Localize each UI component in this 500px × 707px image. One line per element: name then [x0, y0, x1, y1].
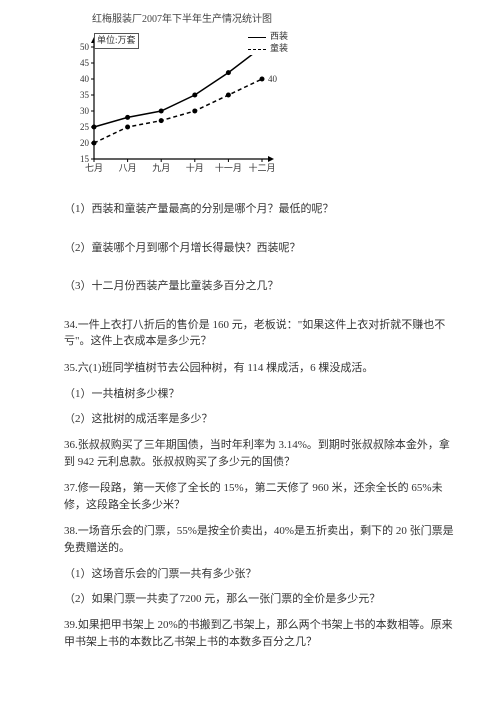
chart-question-1: （1）西装和童装产量最高的分别是哪个月？最低的呢？: [64, 201, 460, 218]
problem-35-sub1: （1）一共植树多少棵？: [64, 386, 460, 403]
svg-text:十一月: 十一月: [215, 162, 242, 173]
svg-text:20: 20: [80, 138, 90, 148]
problem-35-sub2: （2）这批树的成活率是多少？: [64, 411, 460, 428]
svg-text:25: 25: [80, 122, 90, 132]
svg-text:八月: 八月: [119, 163, 137, 173]
svg-text:十月: 十月: [186, 162, 204, 173]
svg-text:50: 50: [80, 42, 90, 52]
problem-37: 37.修一段路，第一天修了全长的 15%，第二天修了 960 米，还余全长的 6…: [64, 480, 460, 513]
legend-label-dashed: 童装: [270, 42, 288, 56]
legend-line-solid-icon: [248, 37, 266, 38]
legend-line-dashed-icon: [248, 49, 266, 50]
legend-row-dashed: 童装: [248, 43, 288, 55]
problem-36: 36.张叔叔购买了三年期国债，当时年利率为 3.14%。到期时张叔叔除本金外，拿…: [64, 437, 460, 470]
svg-text:九月: 九月: [152, 163, 170, 173]
unit-label: 单位:万套: [94, 33, 139, 49]
legend-row-solid: 西装: [248, 31, 288, 43]
svg-text:35: 35: [80, 90, 90, 100]
chart-question-2: （2）童装哪个月到哪个月增长得最快？西装呢？: [64, 240, 460, 257]
problem-38: 38.一场音乐会的门票，55%是按全价卖出，40%是五折卖出，剩下的 20 张门…: [64, 523, 460, 556]
problem-39: 39.如果把甲书架上 20%的书搬到乙书架上，那么两个书架上书的本数相等。原来甲…: [64, 617, 460, 650]
problem-34: 34.一件上衣打八折后的售价是 160 元，老板说："如果这件上衣对折就不赚也不…: [64, 317, 460, 350]
svg-text:40: 40: [268, 74, 278, 84]
chart-question-3: （3）十二月份西装产量比童装多百分之几？: [64, 278, 460, 295]
svg-text:45: 45: [80, 58, 90, 68]
chart-legend: 西装 童装: [248, 31, 288, 55]
chart-box: 单位:万套 西装 童装 1520253035404550七月八月九月十月十一月十…: [72, 29, 292, 179]
svg-text:七月: 七月: [85, 163, 103, 173]
problem-38-sub2: （2）如果门票一共卖了7200 元，那么一张门票的全价是多少元？: [64, 591, 460, 608]
problem-35: 35.六(1)班同学植树节去公园种树，有 114 棵成活，6 棵没成活。: [64, 360, 460, 377]
chart-title: 红梅服装厂2007年下半年生产情况统计图: [72, 12, 292, 27]
svg-text:十二月: 十二月: [248, 162, 275, 173]
svg-text:40: 40: [80, 74, 90, 84]
problem-38-sub1: （1）这场音乐会的门票一共有多少张？: [64, 566, 460, 583]
chart-region: 红梅服装厂2007年下半年生产情况统计图 单位:万套 西装 童装 1520253…: [72, 12, 292, 179]
svg-text:30: 30: [80, 106, 90, 116]
